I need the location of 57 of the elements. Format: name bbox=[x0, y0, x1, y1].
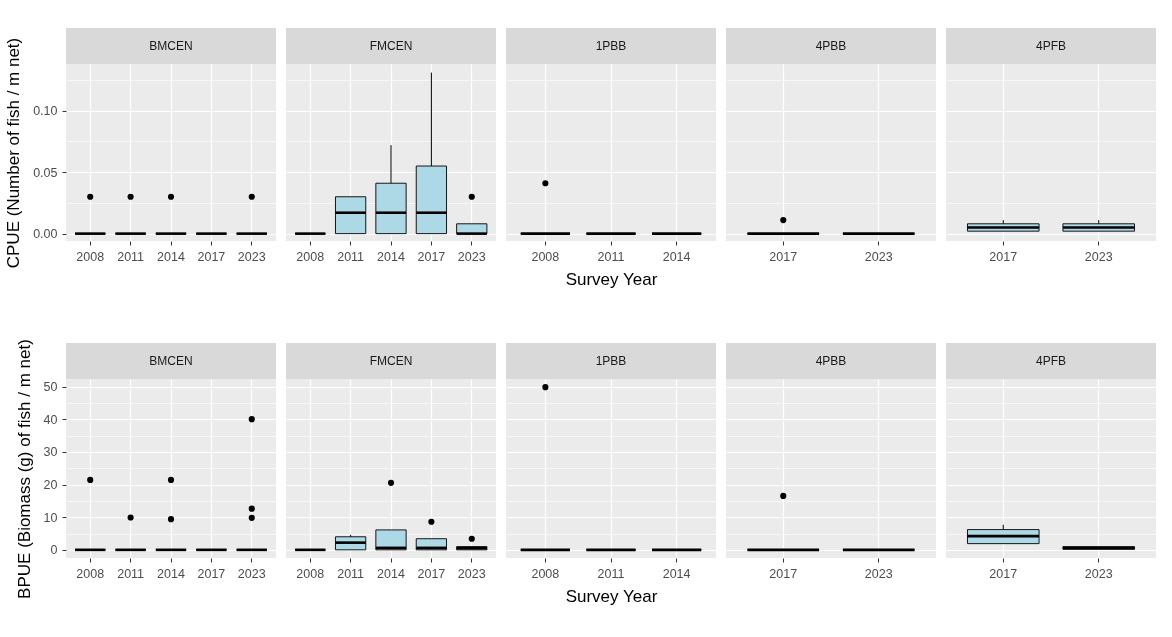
chart-title: BMCEN bbox=[149, 39, 193, 53]
x-tick-label: 2017 bbox=[417, 249, 446, 264]
chart-title: FMCEN bbox=[369, 354, 413, 368]
x-tick-label: 2014 bbox=[377, 249, 405, 264]
y-tick-label: 0 bbox=[50, 543, 58, 558]
x-tick-label: 2008 bbox=[76, 566, 105, 581]
x-tick-label: 2011 bbox=[337, 566, 365, 581]
x-tick-label: 2008 bbox=[531, 566, 560, 581]
x-tick-label: 2008 bbox=[76, 249, 105, 264]
x-tick-label: 2017 bbox=[769, 566, 798, 581]
x-tick-label: 2023 bbox=[237, 566, 266, 581]
y-tick-label: 30 bbox=[43, 445, 58, 460]
chart-title: 1PBB bbox=[595, 354, 627, 368]
y-tick-label: 50 bbox=[43, 380, 58, 395]
x-tick-label: 2023 bbox=[1084, 566, 1113, 581]
x-tick-label: 2011 bbox=[337, 249, 365, 264]
x-tick-label: 2011 bbox=[117, 249, 145, 264]
x-tick-label: 2017 bbox=[417, 566, 446, 581]
x-axis-title: Survey Year bbox=[565, 270, 658, 289]
chart-title: FMCEN bbox=[369, 39, 413, 53]
chart-title: 4PFB bbox=[1035, 354, 1067, 368]
y-tick-label: 10 bbox=[43, 510, 58, 525]
x-tick-label: 2014 bbox=[377, 566, 405, 581]
x-tick-label: 2011 bbox=[597, 249, 625, 264]
x-tick-label: 2011 bbox=[117, 566, 145, 581]
x-tick-label: 2017 bbox=[769, 249, 798, 264]
x-tick-label: 2023 bbox=[237, 249, 266, 264]
x-axis-title: Survey Year bbox=[565, 587, 658, 606]
x-tick-label: 2014 bbox=[662, 566, 691, 581]
chart-title: 1PBB bbox=[595, 39, 627, 53]
x-tick-label: 2023 bbox=[457, 566, 486, 581]
x-tick-label: 2014 bbox=[157, 566, 185, 581]
x-tick-label: 2011 bbox=[597, 566, 625, 581]
x-tick-label: 2023 bbox=[457, 249, 486, 264]
y-axis-title: BPUE (Biomass (g) of fish / m net) bbox=[14, 339, 34, 599]
y-axis-title: CPUE (Number of fish / m net) bbox=[4, 37, 24, 269]
x-tick-label: 2017 bbox=[989, 566, 1018, 581]
chart-title: 4PBB bbox=[815, 354, 847, 368]
y-tick-label: 40 bbox=[43, 412, 58, 427]
y-tick-label: 0.10 bbox=[33, 104, 58, 119]
x-tick-label: 2023 bbox=[864, 249, 893, 264]
y-tick-label: 20 bbox=[43, 478, 58, 493]
y-tick-label: 0.05 bbox=[33, 165, 58, 180]
x-tick-label: 2017 bbox=[989, 249, 1018, 264]
y-tick-label: 0.00 bbox=[33, 227, 58, 242]
chart-title: BMCEN bbox=[149, 354, 193, 368]
x-tick-label: 2008 bbox=[531, 249, 560, 264]
x-tick-label: 2023 bbox=[864, 566, 893, 581]
x-tick-label: 2014 bbox=[662, 249, 691, 264]
x-tick-label: 2023 bbox=[1084, 249, 1113, 264]
x-tick-label: 2008 bbox=[296, 566, 325, 581]
x-tick-label: 2017 bbox=[197, 566, 226, 581]
chart-title: 4PFB bbox=[1035, 39, 1067, 53]
x-tick-label: 2014 bbox=[157, 249, 185, 264]
x-tick-label: 2017 bbox=[197, 249, 226, 264]
x-tick-label: 2008 bbox=[296, 249, 325, 264]
chart-title: 4PBB bbox=[815, 39, 847, 53]
